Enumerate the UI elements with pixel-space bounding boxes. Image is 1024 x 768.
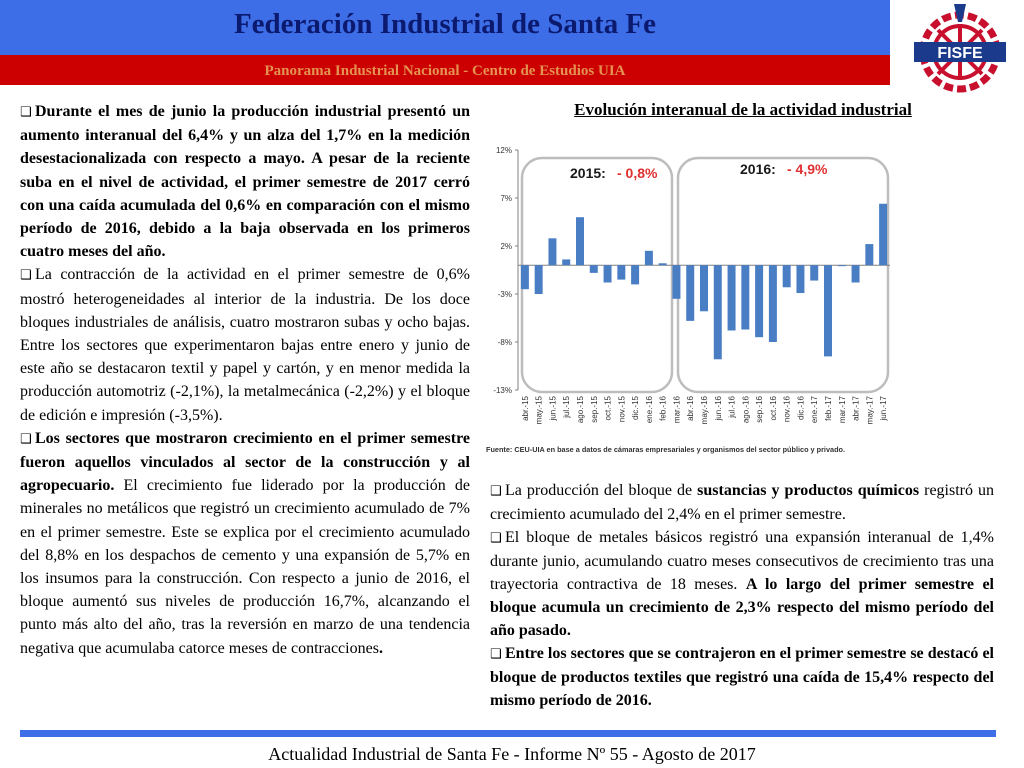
paragraph-1: ❑ Durante el mes de junio la producción i… <box>20 103 470 261</box>
bar <box>879 203 888 266</box>
y-tick-label: -3% <box>498 290 512 299</box>
bar <box>686 265 695 321</box>
x-tick-label: sep.-15 <box>590 395 599 422</box>
bar <box>603 265 612 283</box>
bar <box>672 265 681 299</box>
paragraph-r2: ❑ El bloque de metales básicos registró u… <box>490 529 995 639</box>
checkbox-bullet-icon: ❑ <box>20 105 32 120</box>
checkbox-bullet-icon: ❑ <box>20 431 32 447</box>
chart-source: Fuente: CEU-UIA en base a datos de cámar… <box>486 445 845 454</box>
bar <box>741 265 750 330</box>
x-tick-label: ago.-15 <box>576 395 585 423</box>
x-tick-label: nov.-15 <box>617 395 626 422</box>
bar <box>562 259 571 266</box>
x-tick-label: sep.-16 <box>755 395 764 422</box>
y-tick-label: 2% <box>500 242 512 251</box>
x-tick-label: dic.-15 <box>631 395 640 420</box>
bar <box>644 250 653 266</box>
bar <box>755 265 764 338</box>
x-tick-label: may.-15 <box>535 395 544 424</box>
chart-svg: 12% 7% 2% -3% -8% -13% abr.-15 may.-15 jun.-15 ju… <box>486 128 994 454</box>
checkbox-bullet-icon: ❑ <box>490 484 502 499</box>
right-column: ❑ La producción del bloque de sustancias … <box>490 479 994 712</box>
bar <box>534 265 543 294</box>
x-tick-label: jun.-17 <box>879 395 888 421</box>
annotation-2015-label: 2015: <box>570 165 606 181</box>
x-tick-label: jun.-16 <box>714 395 723 421</box>
logo-text: FISFE <box>937 45 983 62</box>
x-tick-label: feb.-17 <box>824 395 833 420</box>
paragraph-r3: ❑ Entre los sectores que se contrajeron e… <box>490 645 994 709</box>
x-tick-label: jul.-16 <box>728 395 737 418</box>
paragraph-r1: ❑ La producción del bloque de sustancias … <box>490 482 995 523</box>
x-tick-label: jun.-15 <box>548 395 557 421</box>
x-tick-label: mar.-17 <box>838 395 847 423</box>
x-tick-label: oct.-15 <box>604 395 613 420</box>
bar <box>865 244 874 266</box>
checkbox-bullet-icon: ❑ <box>490 647 502 662</box>
x-tick-label: ago.-16 <box>741 395 750 423</box>
left-column: ❑ Durante el mes de junio la producción i… <box>20 100 470 660</box>
x-tick-label: may.-16 <box>700 395 709 424</box>
x-tick-label: nov.-16 <box>783 395 792 422</box>
subtitle-band <box>0 55 890 85</box>
x-tick-label: jul.-15 <box>562 395 571 418</box>
footer-text: Actualidad Industrial de Santa Fe - Info… <box>268 744 756 764</box>
chart: 12% 7% 2% -3% -8% -13% abr.-15 may.-15 jun.-15 ju… <box>478 124 994 460</box>
annotation-2016-label: 2016: <box>740 161 776 177</box>
y-tick-label: -13% <box>493 386 512 395</box>
bar <box>837 265 846 267</box>
bar <box>713 265 722 360</box>
x-tick-label: ene.-16 <box>645 395 654 423</box>
paragraph-2: ❑ La contracción de la actividad en el pr… <box>20 266 470 424</box>
footer-divider <box>20 730 996 737</box>
x-tick-label: abr.-17 <box>852 395 861 420</box>
bar <box>727 265 736 331</box>
group-box-2015 <box>520 156 674 394</box>
bar <box>548 238 557 266</box>
page-subtitle: Panorama Industrial Nacional - Centro de… <box>264 63 626 79</box>
x-tick-label: abr.-15 <box>521 395 530 420</box>
page-title: Federación Industrial de Santa Fe <box>233 8 657 40</box>
bar <box>824 265 832 357</box>
bar <box>768 265 777 342</box>
bar <box>851 265 860 283</box>
bar <box>658 263 667 266</box>
x-tick-label: mar.-16 <box>672 395 681 423</box>
x-tick-label: dic.-16 <box>796 395 805 420</box>
bar <box>631 265 640 285</box>
bar <box>796 265 805 294</box>
y-tick-label: -8% <box>498 338 512 347</box>
bar <box>782 265 791 288</box>
bar <box>589 265 598 273</box>
x-tick-label: ene.-17 <box>810 395 819 423</box>
title-band <box>0 0 890 55</box>
x-tick-label: may.-17 <box>865 395 874 424</box>
bar <box>520 265 529 290</box>
x-tick-label: abr.-16 <box>686 395 695 420</box>
checkbox-bullet-icon: ❑ <box>20 268 32 284</box>
y-tick-label: 7% <box>500 194 512 203</box>
paragraph-3: ❑ Los sectores que mostraron crecimiento … <box>20 429 470 657</box>
chart-title: Evolución interanual de la actividad ind… <box>574 100 912 119</box>
fisfe-logo: FISFE <box>914 4 1006 93</box>
bar <box>810 265 819 281</box>
bar <box>617 265 626 280</box>
annotation-2015-value: - 0,8% <box>617 165 658 181</box>
annotation-2016-value: - 4,9% <box>787 161 828 177</box>
checkbox-bullet-icon: ❑ <box>490 531 502 546</box>
y-tick-label: 12% <box>496 146 512 155</box>
x-tick-label: feb.-16 <box>659 395 668 420</box>
x-tick-label: oct.-16 <box>769 395 778 420</box>
bar <box>576 217 584 266</box>
bar <box>700 265 708 312</box>
